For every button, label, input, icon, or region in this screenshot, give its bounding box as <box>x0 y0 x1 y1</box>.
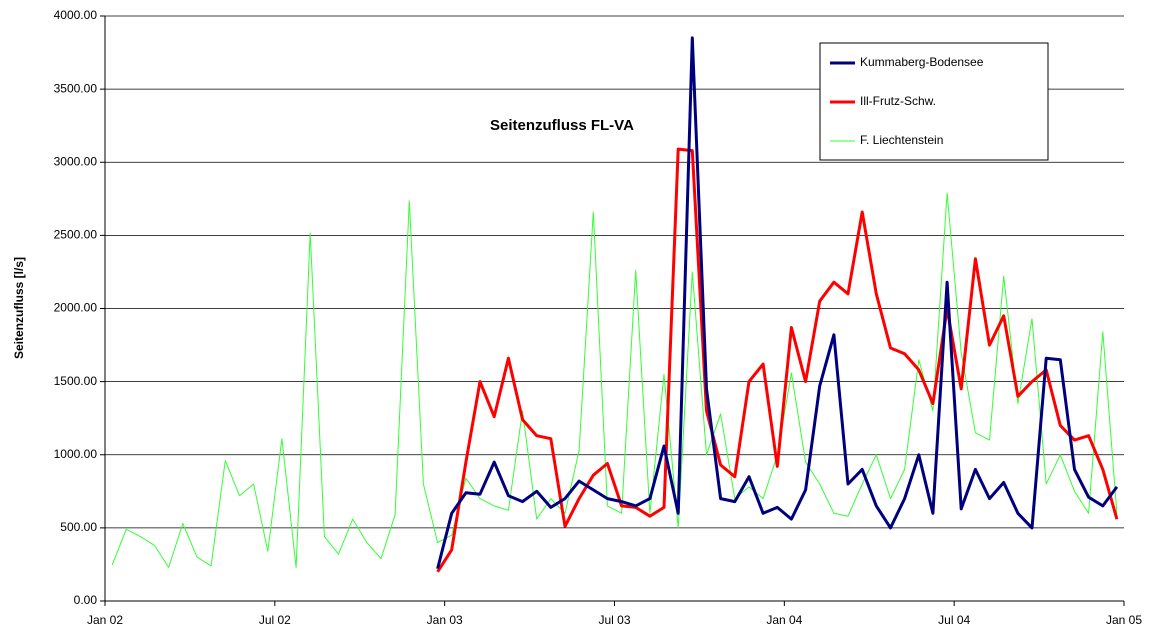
legend: Kummaberg-Bodensee Ill-Frutz-Schw. F. Liec… <box>819 42 1049 161</box>
y-tick-label: 3500.00 <box>54 81 98 95</box>
x-tick-label: Jan 03 <box>427 613 463 627</box>
y-tick-label: 2500.00 <box>54 228 98 242</box>
chart-title: Seitenzufluss FL-VA <box>490 117 634 134</box>
legend-label: Kummaberg-Bodensee <box>860 55 984 69</box>
y-tick-label: 500.00 <box>60 520 97 534</box>
x-tick-label: Jan 05 <box>1106 613 1142 627</box>
series-line <box>111 192 1118 568</box>
x-tick-label: Jul 03 <box>598 613 630 627</box>
y-axis-label: Seitenzufluss [l/s] <box>12 257 26 359</box>
legend-label: F. Liechtenstein <box>860 133 943 147</box>
series-line <box>436 147 1119 573</box>
x-tick-label: Jul 04 <box>938 613 970 627</box>
legend-box <box>819 42 1049 161</box>
x-tick-label: Jul 02 <box>259 613 291 627</box>
y-tick-label: 1500.00 <box>54 374 98 388</box>
y-tick-label: 4000.00 <box>54 8 98 22</box>
series-line <box>436 36 1119 570</box>
x-tick-label: Jan 04 <box>766 613 802 627</box>
x-tick-label: Jan 02 <box>87 613 123 627</box>
legend-label: Ill-Frutz-Schw. <box>860 94 936 108</box>
y-tick-label: 0.00 <box>74 593 98 607</box>
y-tick-label: 1000.00 <box>54 447 98 461</box>
y-tick-label: 3000.00 <box>54 154 98 168</box>
y-tick-label: 2000.00 <box>54 301 98 315</box>
